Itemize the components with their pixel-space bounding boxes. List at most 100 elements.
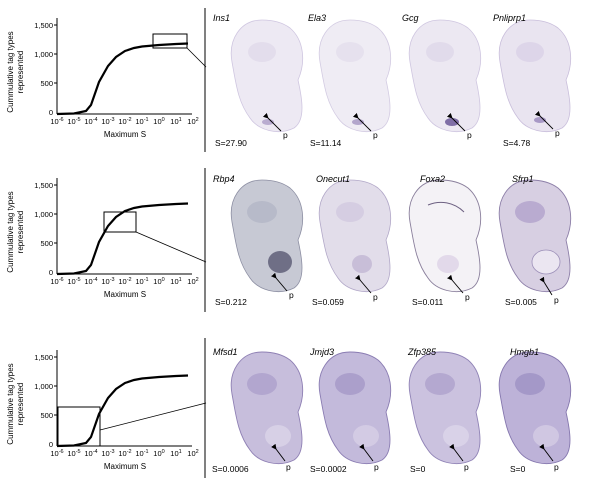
pancreas-arrow — [359, 443, 374, 462]
embryo-section — [498, 19, 572, 132]
gene-label: Onecut1 — [316, 174, 350, 184]
gene-label: Sfrp1 — [512, 174, 534, 184]
brain-region — [515, 373, 545, 395]
y-axis-label-line2: represented — [16, 51, 25, 94]
row-0: Cummulative tag types represented 1,500 … — [6, 8, 572, 152]
x-tick-label: 10-3 — [101, 277, 114, 286]
x-tick-label: 10-2 — [118, 277, 131, 286]
gene-label: Hmgb1 — [510, 347, 539, 357]
x-axis-label: Maximum S — [104, 290, 146, 299]
embryo-section — [230, 19, 304, 132]
gene-label: Rbp4 — [213, 174, 235, 184]
pancreas-arrow — [262, 112, 282, 132]
ish-panel-pnliprp1: Pnliprp1 S=4.78 p — [493, 13, 572, 148]
embryo-section — [498, 179, 572, 292]
ish-panel-ins1: Ins1 S=27.90 p — [213, 13, 304, 148]
x-tick-label: 100 — [153, 449, 164, 458]
x-tick-label: 10-1 — [135, 117, 148, 126]
zoom-connector — [186, 47, 207, 68]
ish-panel-gcg: Gcg p — [402, 13, 482, 140]
x-tick-label: 10-5 — [67, 449, 80, 458]
embryo-section — [408, 179, 482, 292]
x-tick-label: 102 — [187, 277, 198, 286]
brain-region — [335, 373, 365, 395]
brain-region — [516, 42, 544, 62]
gene-label: Pnliprp1 — [493, 13, 526, 23]
row-1: Cummulative tag types represented 1,500 … — [6, 168, 572, 312]
embryo-section — [230, 179, 304, 292]
y-tick-label: 500 — [40, 79, 53, 88]
x-tick-label: 10-4 — [84, 117, 97, 126]
s-value: S=0.212 — [215, 297, 247, 307]
zoom-connector — [99, 402, 207, 431]
s-value: S=4.78 — [503, 138, 530, 148]
pancreas-label: p — [373, 292, 378, 302]
pancreas-arrow — [446, 112, 466, 132]
pancreas-label: p — [283, 130, 288, 140]
s-value: S=0 — [510, 464, 526, 474]
cumulative-curve — [56, 42, 189, 116]
y-axis-label-line1: Cummulative tag types — [6, 191, 15, 272]
plot-0: Cummulative tag types represented 1,500 … — [6, 18, 207, 139]
ish-panel-sfrp1: Sfrp1 S=0.005 p — [498, 174, 572, 307]
pancreas-arrow — [539, 443, 554, 462]
zoom-box — [152, 33, 188, 49]
ish-panel-zfp385: Zfp385 S=0 p — [407, 347, 482, 474]
gene-label: Mfsd1 — [213, 347, 238, 357]
pancreas-arrow — [534, 110, 554, 130]
pancreas-signal — [445, 118, 459, 126]
x-tick-label: 10-3 — [101, 117, 114, 126]
liver-signal — [533, 425, 559, 447]
y-tick-label: 1,000 — [34, 382, 53, 391]
embryo-section — [230, 351, 304, 464]
y-tick-label: 500 — [40, 411, 53, 420]
liver-signal — [531, 249, 561, 275]
x-tick-label: 10-5 — [67, 277, 80, 286]
cumulative-curve — [56, 202, 189, 276]
gene-label: Foxa2 — [420, 174, 445, 184]
pancreas-label: p — [467, 130, 472, 140]
neural-tube — [427, 201, 465, 213]
x-tick-label: 100 — [153, 277, 164, 286]
x-tick-label: 10-6 — [50, 449, 63, 458]
s-value: S=11.14 — [310, 138, 342, 148]
x-tick-label: 102 — [187, 449, 198, 458]
x-tick-label: 101 — [170, 117, 181, 126]
plot-2: Cummulative tag types represented 1,500 … — [6, 350, 207, 471]
liver-signal — [352, 255, 372, 273]
s-value: S=0.005 — [505, 297, 537, 307]
y-axis-label-line2: represented — [16, 211, 25, 254]
s-value: S=0.0006 — [212, 464, 249, 474]
x-tick-label: 100 — [153, 117, 164, 126]
pancreas-arrow — [355, 274, 372, 294]
ish-panel-rbp4: Rbp4 S=0.212 p — [213, 174, 304, 307]
x-axis-label: Maximum S — [104, 130, 146, 139]
zoom-connector — [135, 231, 207, 263]
x-tick-label: 10-5 — [67, 117, 80, 126]
ish-panel-foxa2: Foxa2 S=0.011 p — [408, 174, 482, 307]
embryo-section — [408, 19, 482, 132]
x-tick-label: 10-1 — [135, 449, 148, 458]
pancreas-label: p — [554, 295, 559, 305]
x-tick-label: 10-1 — [135, 277, 148, 286]
y-tick-label: 0 — [49, 108, 53, 117]
x-tick-label: 10-2 — [118, 117, 131, 126]
y-axis-label-line1: Cummulative tag types — [6, 31, 15, 112]
pancreas-label: p — [464, 462, 469, 472]
brain-region — [425, 373, 455, 395]
zoom-box — [103, 211, 137, 233]
gene-label: Jmjd3 — [309, 347, 334, 357]
ish-panel-onecut1: Onecut1 S=0.059 p — [312, 174, 392, 307]
brain-region — [336, 42, 364, 62]
y-axis-label-line2: represented — [16, 383, 25, 426]
pancreas-arrow — [271, 443, 286, 462]
liver-signal — [437, 255, 459, 273]
brain-region — [515, 201, 545, 223]
y-tick-label: 1,500 — [34, 21, 53, 30]
x-tick-label: 10-6 — [50, 277, 63, 286]
liver-signal — [268, 251, 292, 273]
liver-signal — [353, 425, 379, 447]
pancreas-arrow — [449, 443, 464, 462]
brain-region — [248, 42, 276, 62]
